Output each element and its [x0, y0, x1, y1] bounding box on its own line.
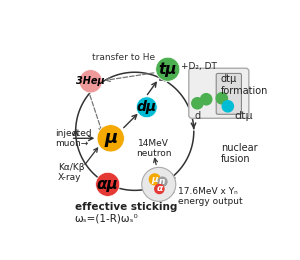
Text: α: α [156, 184, 162, 193]
Text: n: n [159, 177, 166, 186]
Text: dtμ: dtμ [235, 111, 253, 121]
Circle shape [149, 174, 160, 185]
Text: 14MeV
neutron: 14MeV neutron [136, 139, 172, 158]
Text: transfer to He: transfer to He [92, 53, 155, 62]
Text: injected
muon→: injected muon→ [55, 129, 91, 148]
Circle shape [142, 167, 176, 201]
Text: μ: μ [104, 129, 117, 147]
Circle shape [158, 177, 167, 186]
Circle shape [201, 94, 212, 105]
Text: Kα/Kβ
X-ray: Kα/Kβ X-ray [58, 163, 85, 182]
Text: dtμ
formation: dtμ formation [221, 74, 268, 96]
Text: ωₛ=(1-R)ωₛ⁰: ωₛ=(1-R)ωₛ⁰ [75, 213, 138, 223]
Circle shape [155, 184, 164, 193]
Circle shape [79, 70, 102, 93]
Text: 17.6MeV x Yₙ
energy output: 17.6MeV x Yₙ energy output [178, 187, 242, 206]
Circle shape [136, 97, 157, 118]
FancyBboxPatch shape [189, 68, 249, 118]
Circle shape [222, 101, 233, 112]
Text: 3Heμ: 3Heμ [76, 76, 105, 86]
Text: αμ: αμ [97, 177, 118, 192]
Circle shape [192, 98, 203, 109]
Text: +D₂, DT: +D₂, DT [181, 62, 217, 71]
FancyBboxPatch shape [216, 73, 242, 114]
Text: tμ: tμ [158, 62, 177, 77]
Text: nuclear
fusion: nuclear fusion [221, 142, 257, 164]
Text: d: d [194, 111, 200, 121]
Circle shape [156, 57, 180, 81]
Text: dμ: dμ [137, 100, 157, 114]
Circle shape [97, 125, 124, 152]
Circle shape [96, 172, 120, 196]
Text: μ: μ [152, 175, 158, 184]
Circle shape [216, 93, 227, 104]
Text: effective sticking: effective sticking [75, 202, 177, 212]
